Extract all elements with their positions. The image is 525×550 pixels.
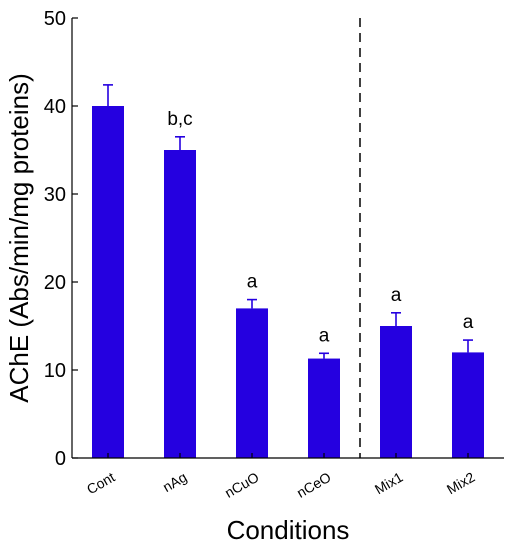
significance-annotations: b,c a a a a <box>167 109 473 346</box>
y-tick-label: 30 <box>44 184 66 206</box>
bar-mix2 <box>452 352 484 458</box>
annotation-nceo: a <box>319 325 330 346</box>
x-tick-label-cont: Cont <box>84 469 118 498</box>
bar-ncuo <box>236 308 268 458</box>
bars <box>92 106 484 458</box>
y-axis-ticks: 0 10 20 30 40 50 <box>44 8 78 470</box>
annotation-mix1: a <box>391 285 402 306</box>
error-bars <box>103 84 473 359</box>
y-tick-label: 10 <box>44 360 66 382</box>
bar-mix1 <box>380 326 412 458</box>
x-tick-label-ncuo: nCuO <box>222 469 262 501</box>
x-tick-label-mix1: Mix1 <box>372 469 406 498</box>
y-tick-label: 40 <box>44 96 66 118</box>
annotation-nag: b,c <box>167 109 192 130</box>
annotation-mix2: a <box>463 312 474 333</box>
annotation-ncuo: a <box>247 272 258 293</box>
x-axis-title: Conditions <box>227 515 350 545</box>
x-tick-label-mix2: Mix2 <box>444 469 478 498</box>
x-axis-category-labels: Cont nAg nCuO nCeO Mix1 Mix2 <box>84 453 478 501</box>
bar-nag <box>164 150 196 458</box>
x-tick-label-nag: nAg <box>160 469 190 495</box>
x-tick-label-nceo: nCeO <box>294 469 334 501</box>
y-tick-label: 20 <box>44 272 66 294</box>
y-axis-title: AChE (Abs/min/mg proteins) <box>4 73 34 402</box>
y-tick-label: 50 <box>44 8 66 30</box>
y-tick-label: 0 <box>55 448 66 470</box>
bar-cont <box>92 106 124 458</box>
bar-nceo <box>308 358 340 458</box>
